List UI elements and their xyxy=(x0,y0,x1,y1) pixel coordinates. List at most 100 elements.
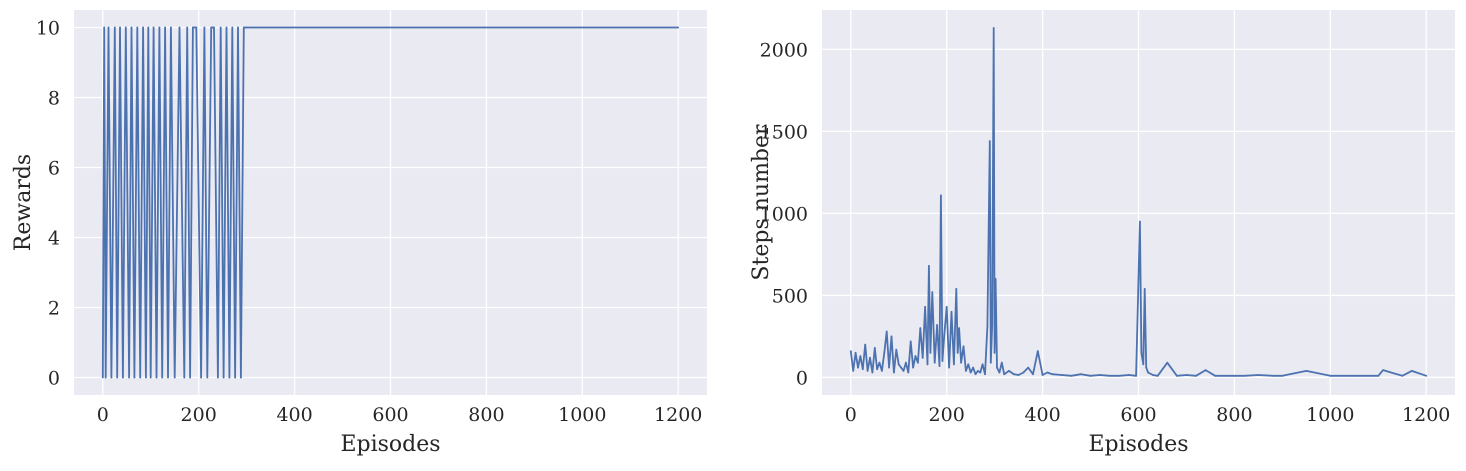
data-point xyxy=(938,365,941,367)
data-point xyxy=(1070,374,1073,377)
data-point xyxy=(161,376,164,379)
y-axis-label: Steps number xyxy=(749,124,774,281)
data-point xyxy=(869,356,871,359)
data-point xyxy=(1080,373,1082,376)
data-point xyxy=(1027,366,1030,369)
data-point xyxy=(222,376,225,379)
x-tick-label: 400 xyxy=(1024,404,1060,426)
y-tick-label: 0 xyxy=(48,368,60,390)
data-point xyxy=(1143,288,1146,290)
data-point xyxy=(941,360,944,362)
data-point xyxy=(900,366,902,369)
data-point xyxy=(871,371,874,374)
x-tick-label: 0 xyxy=(97,404,109,426)
data-point xyxy=(893,371,895,374)
data-point xyxy=(981,363,984,366)
data-point xyxy=(989,361,992,364)
data-point xyxy=(122,376,124,379)
y-tick-label: 10 xyxy=(36,18,60,40)
data-point xyxy=(145,376,147,379)
data-point xyxy=(955,288,958,290)
data-point xyxy=(158,26,161,29)
data-point xyxy=(931,291,934,293)
data-point xyxy=(119,26,121,29)
data-point xyxy=(1257,374,1260,376)
data-point xyxy=(1060,374,1063,376)
data-point xyxy=(130,26,133,29)
y-tick-label: 1000 xyxy=(760,203,808,225)
data-point xyxy=(998,371,1001,374)
data-point xyxy=(237,26,239,29)
data-point xyxy=(107,26,110,29)
data-point xyxy=(921,356,924,359)
data-point xyxy=(912,366,914,369)
data-point xyxy=(895,348,898,351)
data-point xyxy=(1382,369,1384,371)
data-point xyxy=(948,366,950,369)
data-point xyxy=(854,351,857,354)
data-point xyxy=(974,373,977,376)
data-point xyxy=(864,343,867,346)
data-point xyxy=(1145,366,1148,369)
data-point xyxy=(919,327,922,330)
data-point xyxy=(936,324,938,326)
data-point xyxy=(677,26,680,29)
y-tick-label: 2 xyxy=(48,298,60,320)
data-point xyxy=(994,278,997,280)
y-tick-label: 1500 xyxy=(760,121,808,143)
data-point xyxy=(203,26,206,29)
data-point xyxy=(1166,361,1169,364)
data-point xyxy=(958,327,960,330)
data-point xyxy=(110,376,113,379)
data-point xyxy=(885,330,888,333)
data-point xyxy=(1089,374,1092,377)
data-point xyxy=(926,363,929,366)
x-tick-label: 600 xyxy=(372,404,408,426)
y-tick-label: 6 xyxy=(48,158,60,180)
data-point xyxy=(231,26,234,29)
data-point xyxy=(167,376,169,379)
data-point xyxy=(859,355,862,357)
data-point xyxy=(1118,374,1121,377)
data-point xyxy=(909,340,912,343)
data-point xyxy=(1281,374,1284,377)
data-point xyxy=(1017,374,1020,376)
x-tick-label: 0 xyxy=(845,404,857,426)
data-point xyxy=(897,363,900,366)
data-point xyxy=(234,376,237,379)
data-point xyxy=(155,376,158,379)
data-point xyxy=(991,324,994,326)
data-point xyxy=(984,373,986,376)
data-point xyxy=(967,363,970,366)
data-point xyxy=(943,333,946,336)
x-tick-label: 1200 xyxy=(1402,404,1450,426)
data-point xyxy=(962,345,965,348)
data-point xyxy=(206,376,209,379)
data-point xyxy=(1032,373,1034,376)
data-point xyxy=(977,370,979,372)
data-point xyxy=(1185,374,1188,376)
data-point xyxy=(116,376,119,379)
data-point xyxy=(890,335,893,338)
x-axis-label: Episodes xyxy=(1088,432,1188,457)
data-point xyxy=(852,370,855,372)
data-point xyxy=(104,376,107,379)
data-point xyxy=(1128,374,1130,376)
data-point xyxy=(928,265,930,267)
data-point xyxy=(142,26,145,29)
data-point xyxy=(940,194,942,197)
data-point xyxy=(1139,220,1141,223)
data-point xyxy=(101,376,104,379)
data-point xyxy=(907,371,910,374)
data-point xyxy=(956,351,959,354)
data-point xyxy=(133,376,136,379)
data-point xyxy=(1140,351,1143,354)
data-point xyxy=(1195,374,1197,377)
data-point xyxy=(1233,374,1236,377)
grid-lines xyxy=(822,10,1455,395)
data-point xyxy=(225,26,228,29)
data-point xyxy=(219,26,222,29)
data-point xyxy=(888,366,890,369)
tick-labels: 0 200 400 600 800 1000 1200 0 500 1000 1500 2000 xyxy=(760,39,1451,426)
data-point xyxy=(1401,374,1404,377)
